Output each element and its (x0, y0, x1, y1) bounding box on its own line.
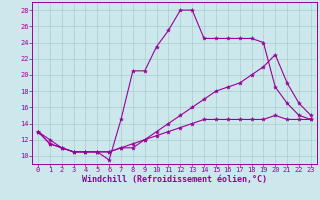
X-axis label: Windchill (Refroidissement éolien,°C): Windchill (Refroidissement éolien,°C) (82, 175, 267, 184)
